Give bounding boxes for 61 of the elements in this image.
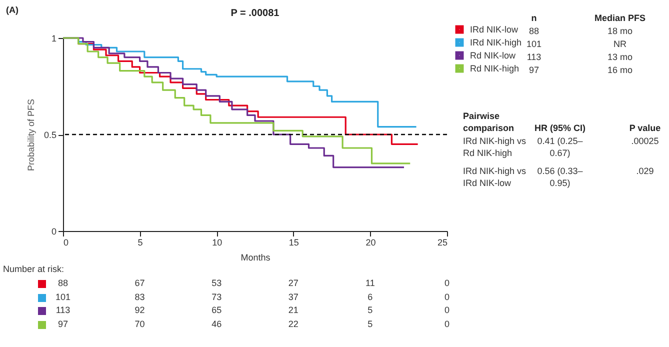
text: Median PFS [594,12,646,24]
chart-title: P = .00081 [230,8,280,19]
text: 113 [526,51,542,63]
text: 16 mo [607,64,633,76]
text: 70 [134,318,145,330]
text: 6 [368,290,373,302]
text: P value [629,122,661,134]
x-axis-title: Months [240,252,271,262]
legend-label: IRd NIK-high [470,38,522,48]
text: 5 [368,318,373,330]
text: 67 [134,277,145,289]
text: NR [614,38,626,50]
y-tick-label: 0.5 [44,130,56,140]
text: 53 [212,277,222,289]
text: 37 [288,290,298,302]
text: 0 [444,290,450,302]
text: IRd NIK-high vs Rd NIK-high [463,135,528,159]
text: 21 [288,304,298,316]
text: 27 [288,277,298,289]
text: 5 [368,304,373,316]
text: Pairwise comparison [463,110,516,134]
text: 0.41 (0.25–0.67) [536,135,584,159]
y-tick-label: 0 [51,226,56,236]
text: (A) [6,4,18,16]
text: 0 [444,318,450,330]
text: 13 mo [607,51,633,63]
text: 73 [212,290,222,302]
text: 0 [444,277,450,289]
text: .00025 [631,135,659,147]
text: 97 [528,64,540,76]
legend-label: IRd NIK-low [470,24,519,34]
x-tick-label: 20 [366,238,376,248]
x-tick-label: 5 [138,238,143,248]
text: 0 [444,304,450,316]
legend-label: Rd NIK-high [470,64,520,74]
text: 65 [212,304,222,316]
text: 22 [288,318,298,330]
text: 18 mo [607,25,633,37]
text: 88 [528,25,540,37]
text: IRd NIK-high vs IRd NIK-low [463,165,528,189]
text: 92 [134,304,145,316]
text: 11 [366,277,375,289]
x-tick-label: 15 [288,238,299,248]
text: 101 [526,38,542,50]
text: 97 [58,318,68,330]
text: n [531,12,537,24]
text: 113 [56,304,70,316]
text: 88 [58,277,68,289]
legend-label: Rd NIK-low [470,50,516,60]
x-tick-label: 25 [437,238,448,248]
x-tick-label: 0 [64,238,69,248]
x-tick-label: 10 [212,238,222,248]
text: 46 [212,318,222,330]
text: HR (95% CI) [534,122,586,134]
y-axis-title: Probability of PFS [26,98,36,172]
text: 0.56 (0.33–0.95) [536,165,584,189]
text: 101 [55,290,71,302]
y-tick-label: 1 [51,34,56,44]
text: 83 [134,290,145,302]
text: .029 [636,165,654,177]
text: Number at risk: [3,263,64,275]
